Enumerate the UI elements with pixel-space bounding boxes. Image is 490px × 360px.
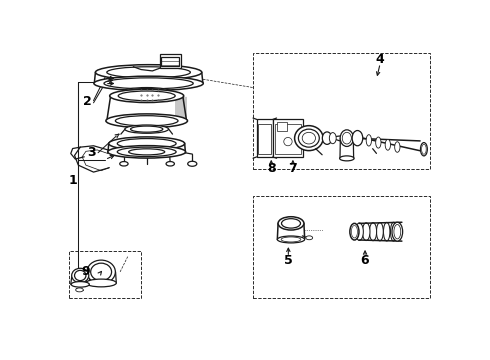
- Ellipse shape: [118, 91, 175, 101]
- Ellipse shape: [394, 225, 401, 239]
- Ellipse shape: [87, 260, 115, 284]
- Bar: [276, 122, 287, 131]
- Ellipse shape: [115, 116, 178, 126]
- Text: 4: 4: [376, 53, 385, 66]
- Ellipse shape: [363, 223, 370, 240]
- Ellipse shape: [91, 263, 112, 281]
- Ellipse shape: [188, 161, 197, 166]
- Ellipse shape: [322, 132, 332, 144]
- Ellipse shape: [369, 223, 377, 241]
- Ellipse shape: [302, 132, 316, 144]
- Ellipse shape: [106, 114, 188, 128]
- Ellipse shape: [117, 147, 176, 157]
- Ellipse shape: [110, 89, 184, 103]
- Bar: [160, 54, 181, 68]
- Ellipse shape: [129, 149, 165, 155]
- Ellipse shape: [130, 126, 163, 132]
- Ellipse shape: [391, 222, 396, 241]
- Ellipse shape: [281, 219, 300, 228]
- Ellipse shape: [355, 223, 364, 240]
- Ellipse shape: [294, 126, 323, 150]
- Ellipse shape: [376, 137, 381, 148]
- Ellipse shape: [166, 162, 174, 166]
- Ellipse shape: [420, 143, 427, 156]
- Text: 1: 1: [68, 174, 77, 187]
- Ellipse shape: [384, 222, 390, 241]
- Text: 8: 8: [267, 162, 275, 175]
- Ellipse shape: [376, 222, 383, 241]
- Ellipse shape: [351, 225, 358, 238]
- Ellipse shape: [352, 131, 363, 146]
- Ellipse shape: [357, 132, 362, 144]
- Ellipse shape: [96, 65, 202, 80]
- Bar: [258, 123, 271, 154]
- Ellipse shape: [125, 125, 169, 133]
- Ellipse shape: [122, 87, 172, 96]
- Ellipse shape: [350, 223, 359, 240]
- Ellipse shape: [340, 156, 354, 161]
- Ellipse shape: [421, 144, 426, 154]
- Bar: [275, 125, 301, 153]
- Ellipse shape: [342, 132, 351, 144]
- Ellipse shape: [385, 139, 391, 150]
- Text: 3: 3: [87, 146, 96, 159]
- Ellipse shape: [366, 135, 371, 146]
- Ellipse shape: [281, 237, 301, 242]
- Ellipse shape: [284, 138, 292, 146]
- Text: 9: 9: [82, 265, 90, 278]
- Bar: [253, 53, 430, 169]
- Ellipse shape: [74, 270, 86, 281]
- Ellipse shape: [71, 282, 89, 287]
- Ellipse shape: [86, 279, 116, 287]
- Ellipse shape: [329, 132, 336, 144]
- Ellipse shape: [340, 130, 353, 147]
- Text: 7: 7: [289, 162, 297, 175]
- Ellipse shape: [109, 137, 185, 150]
- Ellipse shape: [72, 268, 89, 283]
- Ellipse shape: [392, 222, 403, 241]
- Ellipse shape: [298, 129, 319, 147]
- Bar: [161, 57, 179, 66]
- Ellipse shape: [94, 76, 203, 91]
- Text: 5: 5: [284, 254, 293, 267]
- Bar: [273, 120, 303, 157]
- Ellipse shape: [104, 78, 193, 89]
- Ellipse shape: [278, 217, 304, 230]
- Ellipse shape: [277, 236, 305, 243]
- Ellipse shape: [75, 288, 83, 292]
- Ellipse shape: [117, 139, 176, 149]
- Bar: [253, 195, 430, 298]
- Text: 6: 6: [361, 254, 369, 267]
- Ellipse shape: [107, 67, 190, 78]
- Ellipse shape: [127, 89, 167, 95]
- Ellipse shape: [120, 162, 128, 166]
- Bar: [69, 251, 141, 298]
- Ellipse shape: [108, 146, 186, 158]
- Text: 2: 2: [83, 95, 92, 108]
- Ellipse shape: [306, 236, 313, 240]
- Bar: [257, 120, 273, 157]
- Ellipse shape: [394, 142, 400, 152]
